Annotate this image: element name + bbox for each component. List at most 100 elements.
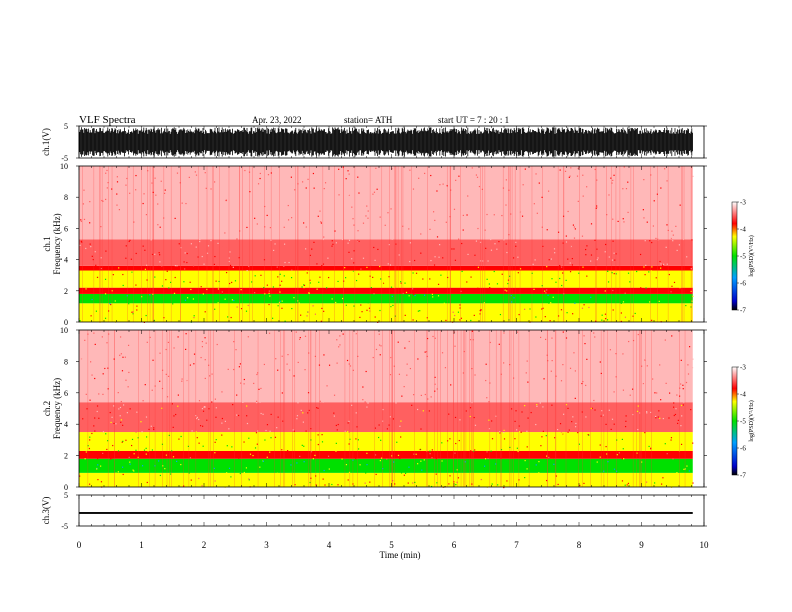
- spectrogram-speckle: [559, 169, 561, 171]
- spectrogram-speckle: [526, 468, 528, 470]
- spectrogram-speckle: [386, 428, 389, 430]
- spectrogram-speckle: [287, 204, 289, 207]
- spectrogram-speckle: [572, 416, 574, 418]
- spectrogram-speckle: [218, 315, 220, 317]
- spectrogram-speckle: [596, 205, 598, 207]
- spectrogram-speckle: [415, 203, 417, 205]
- spectrogram-speckle: [453, 208, 456, 210]
- spectrogram-speckle: [303, 284, 305, 286]
- spectrogram-speckle: [177, 333, 180, 335]
- spectrogram-speckle: [471, 367, 473, 370]
- spectrogram-speckle: [340, 235, 343, 237]
- spectrogram-speckle: [607, 461, 609, 463]
- spectrogram-speckle: [110, 407, 112, 409]
- spectrogram-speckle: [236, 209, 238, 212]
- spectrogram-speckle: [535, 316, 537, 318]
- y-tick-label: 4: [64, 256, 68, 265]
- spectrogram-speckle: [517, 187, 519, 189]
- spectrogram-speckle: [663, 192, 665, 194]
- spectrogram-speckle: [183, 485, 185, 487]
- spectrogram-speckle: [176, 172, 179, 174]
- spectrogram-speckle: [659, 479, 661, 482]
- spectrogram-speckle: [388, 424, 390, 426]
- spectrogram-speckle: [624, 186, 627, 189]
- spectrogram-speckle: [328, 364, 331, 366]
- spectrogram-speckle: [390, 356, 392, 359]
- spectrogram-speckle: [678, 381, 681, 383]
- spectrogram-speckle: [427, 350, 429, 352]
- spectrogram-speckle: [474, 387, 476, 389]
- spectrogram-speckle: [493, 301, 495, 303]
- spectrogram-speckle: [500, 449, 503, 451]
- spectrogram-speckle: [299, 359, 301, 361]
- spectrogram-speckle: [586, 275, 588, 277]
- spectrogram-speckle: [526, 360, 528, 362]
- spectrogram-speckle: [100, 257, 102, 259]
- spectrogram-speckle: [594, 474, 596, 477]
- spectrogram-speckle: [633, 198, 635, 200]
- spectrogram-speckle: [308, 292, 310, 294]
- spectrogram-speckle: [373, 219, 375, 221]
- spectrogram-speckle: [311, 269, 313, 271]
- spectrogram-speckle: [204, 372, 207, 375]
- spectrogram-speckle: [259, 194, 262, 197]
- spectrogram-speckle: [541, 308, 543, 310]
- spectrogram-speckle: [449, 216, 451, 218]
- spectrogram-speckle: [304, 369, 306, 371]
- spectrogram-speckle: [117, 367, 119, 369]
- spectrogram-speckle: [574, 228, 576, 230]
- spectrogram-speckle: [643, 266, 645, 268]
- spectrogram-speckle: [266, 424, 269, 426]
- spectrogram-speckle: [278, 390, 280, 392]
- spectrogram-speckle: [559, 264, 561, 267]
- spectrogram-speckle: [439, 244, 441, 246]
- spectrogram-speckle: [465, 198, 467, 200]
- spectrogram-speckle: [604, 334, 606, 337]
- spectrogram-speckle: [227, 425, 229, 427]
- spectrogram-speckle: [503, 429, 505, 431]
- spectrogram-speckle: [663, 267, 665, 269]
- spectrogram-speckle: [374, 427, 377, 429]
- spectrogram-speckle: [408, 466, 410, 468]
- spectrogram-speckle: [623, 458, 625, 460]
- spectrogram-speckle: [461, 217, 463, 219]
- spectrogram-speckle: [198, 477, 200, 480]
- spectrogram-speckle: [595, 333, 597, 335]
- spectrogram-speckle: [645, 359, 647, 361]
- spectrogram-speckle: [139, 337, 141, 339]
- spectrogram-speckle: [94, 251, 96, 253]
- spectrogram-speckle: [427, 484, 429, 487]
- spectrogram-speckle: [122, 466, 124, 468]
- spectrogram-speckle: [601, 410, 603, 412]
- spectrogram-speckle: [157, 224, 159, 226]
- spectrogram-speckle: [184, 252, 186, 254]
- spectrogram-speckle: [650, 410, 652, 412]
- spectrogram-speckle: [305, 270, 307, 272]
- spectrogram-speckle: [494, 243, 496, 245]
- spectrogram-speckle: [116, 193, 118, 195]
- spectrogram-speckle: [496, 480, 498, 482]
- spectrogram-speckle: [388, 276, 390, 278]
- spectrogram-speckle: [161, 407, 163, 409]
- spectrogram-speckle: [418, 177, 420, 179]
- spectrogram-speckle: [437, 283, 440, 285]
- spectrogram-speckle: [154, 276, 156, 278]
- spectrogram-speckle: [573, 237, 576, 239]
- spectrogram-speckle: [118, 209, 120, 211]
- spectrogram-speckle: [680, 404, 683, 407]
- spectrogram-speckle: [310, 428, 312, 430]
- spectrogram-speckle: [566, 224, 568, 226]
- spectrogram-speckle: [135, 209, 137, 211]
- spectrogram-speckle: [224, 420, 227, 422]
- spectrogram-speckle: [629, 281, 631, 283]
- spectrogram-speckle: [525, 346, 527, 348]
- spectrogram-speckle: [562, 253, 564, 255]
- spectrogram-speckle: [606, 296, 608, 298]
- spectrogram-speckle: [281, 300, 283, 302]
- spectrogram-speckle: [142, 225, 144, 227]
- spectrogram-speckle: [317, 407, 319, 409]
- spectrogram-speckle: [316, 202, 318, 204]
- colorbar-scale: [731, 201, 738, 311]
- spectrogram-speckle: [599, 456, 601, 458]
- spectrogram-speckle: [350, 465, 352, 467]
